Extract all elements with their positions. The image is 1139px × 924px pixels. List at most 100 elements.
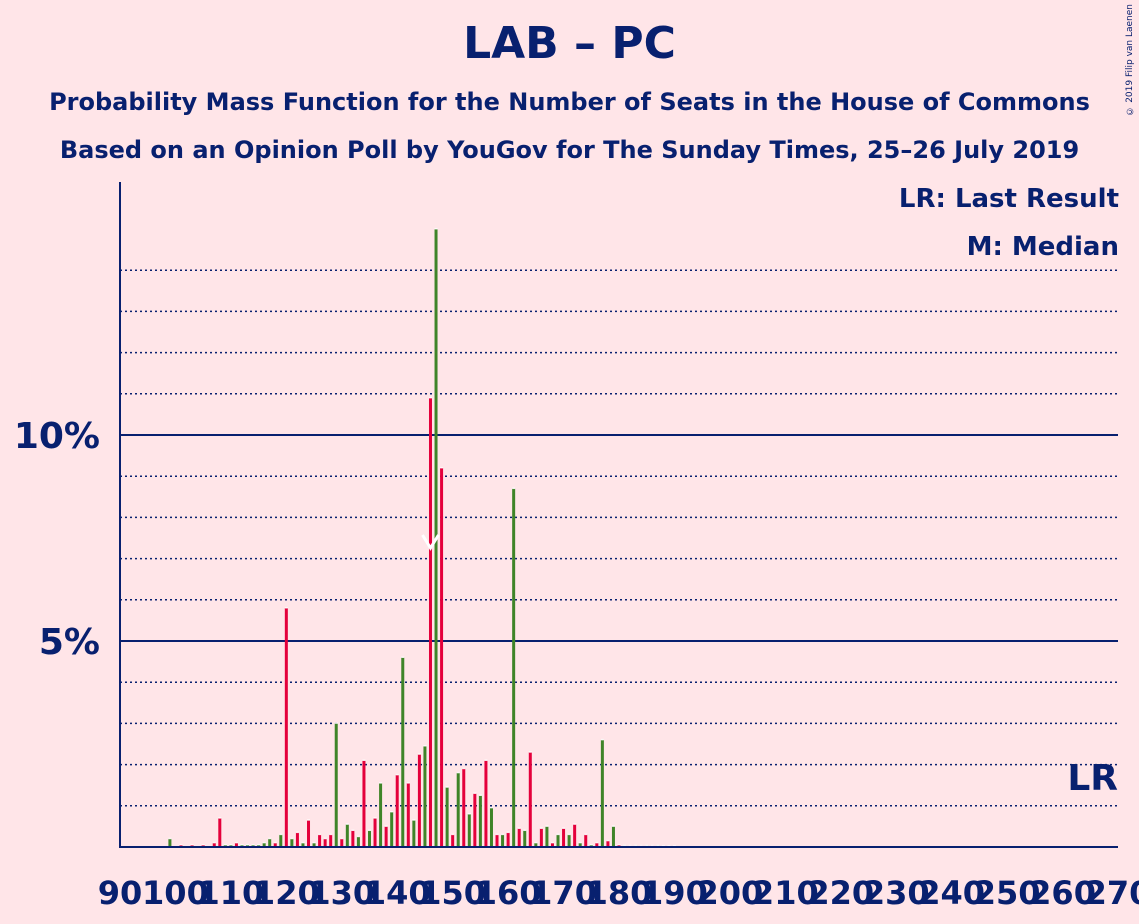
bar-cap [473,792,477,794]
bar-cap [279,833,283,836]
bar-cap [495,833,499,836]
bar [517,828,521,847]
bar [312,842,316,847]
bar [451,834,455,847]
bar [262,842,266,847]
bar-cap [628,844,632,847]
bar-cap [478,794,482,796]
bar-cap [423,745,427,747]
bar-cap [301,841,305,844]
bar-cap [295,831,299,834]
bar-cap [179,843,183,846]
bar-cap [323,837,327,840]
bar-cap [639,844,643,847]
bar [539,828,543,847]
x-tick-label: 190 [641,874,708,912]
bar-cap [606,839,610,842]
bar-cap [661,845,665,847]
bar [478,795,482,847]
x-tick-label: 150 [419,874,486,912]
bar-cap [406,782,410,784]
bar [428,397,432,847]
last-result-marker: LR [1067,758,1118,799]
bar-cap [445,786,449,788]
bar [390,811,394,847]
bar [295,832,299,847]
x-tick-label: 140 [364,874,431,912]
bar [423,746,427,847]
bar-cap [595,841,599,844]
bar [212,842,216,847]
x-tick-label: 110 [197,874,264,912]
x-tick-label: 90 [98,874,143,912]
legend-median: M: Median [966,232,1119,262]
bar [606,840,610,847]
x-tick-label: 130 [308,874,375,912]
bar-cap [368,829,371,832]
bar-cap [356,835,360,838]
bar [190,844,194,847]
bar [523,830,527,847]
bar [567,834,571,847]
bar-cap [672,845,676,847]
bar-cap [329,833,333,836]
bar-cap [584,833,588,836]
bars [168,228,676,847]
bar-cap [545,825,549,827]
bar [534,842,538,847]
bar [279,834,283,847]
bar-cap [257,843,261,846]
bar [462,768,466,847]
bar-cap [312,841,316,844]
bar [440,467,444,847]
bar-cap [401,656,405,658]
x-tick-label: 270 [1085,874,1139,912]
bar [345,824,349,847]
bar [334,723,338,847]
bar [512,488,516,847]
x-tick-label: 170 [530,874,597,912]
bar [501,834,505,847]
bar [556,834,560,847]
bar [351,830,355,847]
chart-subtitle-2: Based on an Opinion Poll by YouGov for T… [59,136,1080,164]
bar-cap [246,843,250,846]
bar [617,844,621,847]
bar-cap [201,843,205,846]
chart-subtitle-1: Probability Mass Function for the Number… [49,88,1090,116]
bar [284,608,288,847]
bar [234,842,238,847]
x-tick-label: 160 [475,874,542,912]
x-tick-label: 100 [142,874,209,912]
bar-cap [539,827,543,829]
bar-cap [362,759,366,761]
x-tick-label: 210 [752,874,819,912]
bar-cap [506,831,510,834]
bar-cap [412,819,416,821]
bar-cap [562,827,566,829]
bar [545,826,549,847]
bar-cap [223,843,227,846]
bar [290,838,294,847]
bar-cap [345,823,349,825]
bar-cap [440,466,444,469]
x-tick-label: 180 [586,874,653,912]
bar-cap [456,771,460,774]
x-tick-label: 260 [1029,874,1096,912]
bar-cap [600,738,604,741]
bar-cap [290,837,294,840]
axes [119,182,1118,848]
bar-cap [523,829,527,832]
bar [323,838,327,847]
bar-cap [395,773,399,776]
bar [362,760,366,847]
bar [589,844,593,847]
bar [329,834,333,847]
bar-cap [190,843,194,846]
bar-cap [262,841,266,844]
bar-cap [373,817,377,819]
bar [301,842,305,847]
grid-lines [120,269,1118,807]
x-tick-label: 250 [974,874,1041,912]
bar [506,832,510,847]
